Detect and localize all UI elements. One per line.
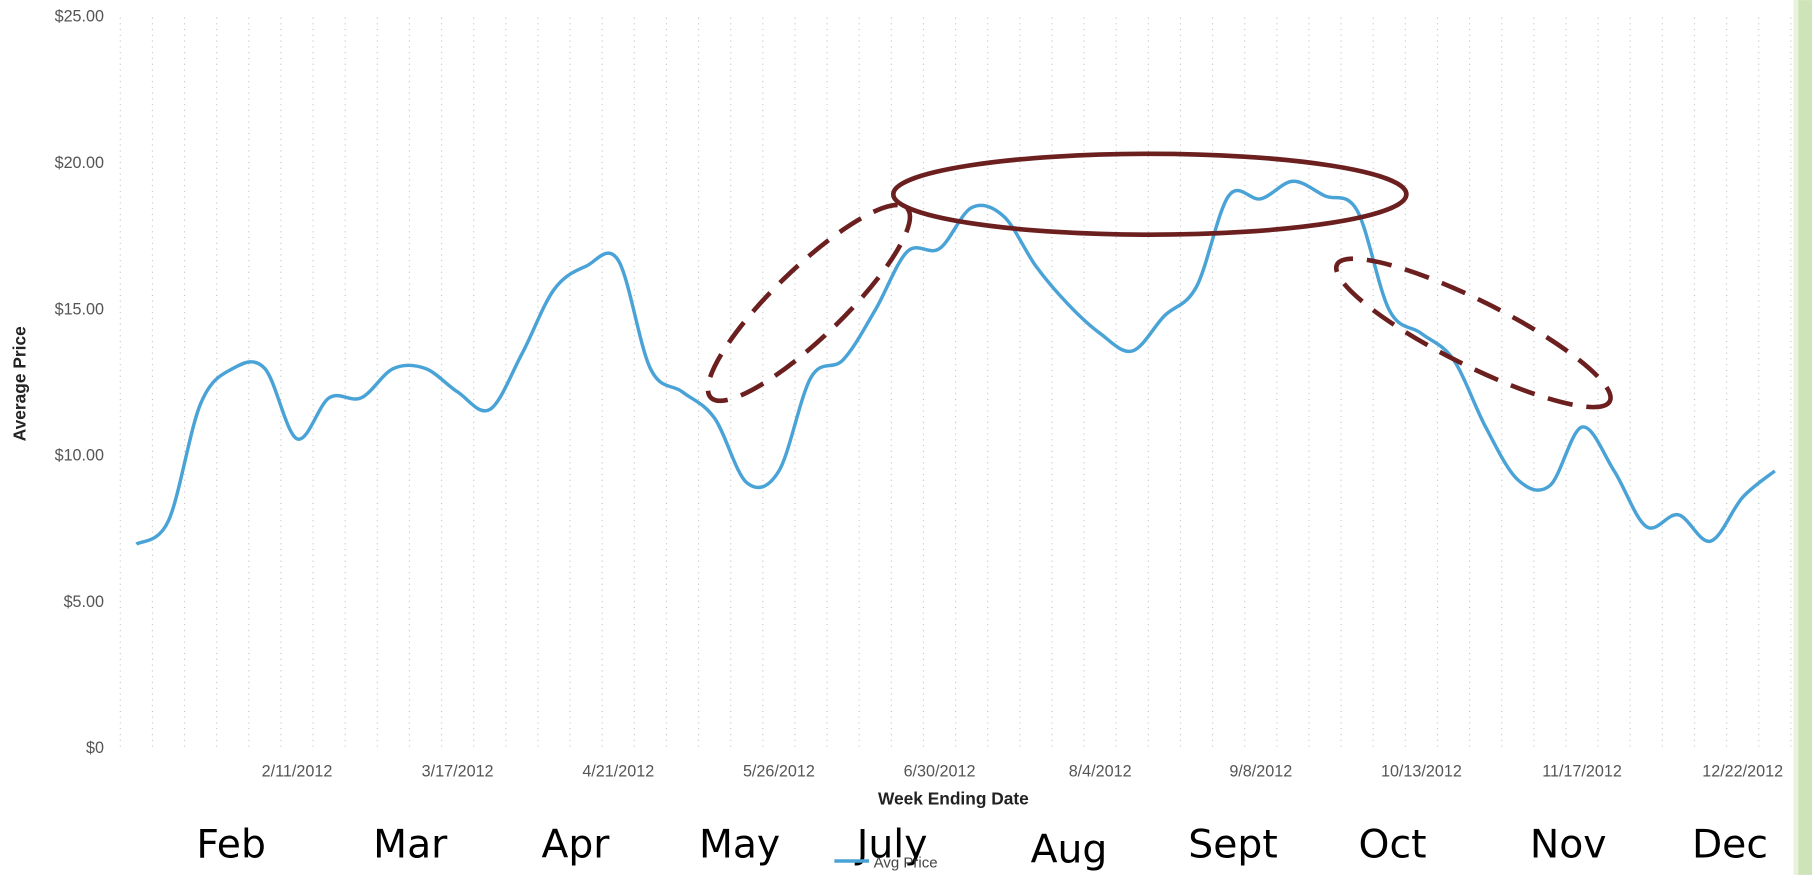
legend-label: Avg Price xyxy=(874,854,938,871)
month-label: Oct xyxy=(1359,823,1427,868)
side-strip-edge xyxy=(1793,0,1799,875)
x-tick-label: 9/8/2012 xyxy=(1229,762,1292,780)
x-tick-label: 6/30/2012 xyxy=(904,762,976,780)
rise-ellipse xyxy=(705,202,913,404)
y-tick-label: $10.00 xyxy=(55,447,104,465)
month-labels: Feb Mar Apr May July Aug Sept Oct Nov Dec xyxy=(196,823,1768,873)
price-line xyxy=(135,179,1776,546)
fall-ellipse xyxy=(1333,256,1613,410)
highlight-ellipse xyxy=(890,151,1409,238)
month-label: Apr xyxy=(542,823,611,868)
month-label: May xyxy=(699,823,780,868)
x-tick-label: 4/21/2012 xyxy=(582,762,654,780)
x-tick-label: 8/4/2012 xyxy=(1069,762,1132,780)
x-axis-title: Week Ending Date xyxy=(878,788,1029,808)
ticks: $0 $5.00 $10.00 $15.00 $20.00 $25.00 2/11/2012… xyxy=(55,8,1784,781)
month-label: Dec xyxy=(1692,823,1768,868)
y-tick-label: $20.00 xyxy=(55,154,104,172)
x-tick-label: 3/17/2012 xyxy=(422,762,494,780)
month-label: Aug xyxy=(1031,827,1108,872)
x-tick-label: 12/22/2012 xyxy=(1702,762,1783,780)
x-tick-label: 2/11/2012 xyxy=(262,762,333,780)
plot xyxy=(135,179,1776,546)
month-label: Nov xyxy=(1530,823,1607,868)
y-tick-label: $15.00 xyxy=(55,300,104,318)
x-tick-label: 11/17/2012 xyxy=(1542,762,1622,780)
y-tick-label: $5.00 xyxy=(64,593,104,611)
month-label: Sept xyxy=(1188,823,1277,868)
month-label: Mar xyxy=(373,823,448,868)
y-tick-label: $0 xyxy=(86,739,104,757)
x-tick-label: 10/13/2012 xyxy=(1381,762,1462,780)
x-tick-label: 5/26/2012 xyxy=(743,762,815,780)
side-strip xyxy=(1798,0,1812,875)
month-label: Feb xyxy=(196,823,266,868)
y-tick-label: $25.00 xyxy=(55,8,104,26)
grid xyxy=(119,17,1792,749)
y-axis-title: Average Price xyxy=(9,326,29,441)
